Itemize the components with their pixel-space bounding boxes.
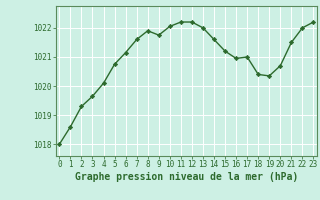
X-axis label: Graphe pression niveau de la mer (hPa): Graphe pression niveau de la mer (hPa) bbox=[75, 172, 298, 182]
